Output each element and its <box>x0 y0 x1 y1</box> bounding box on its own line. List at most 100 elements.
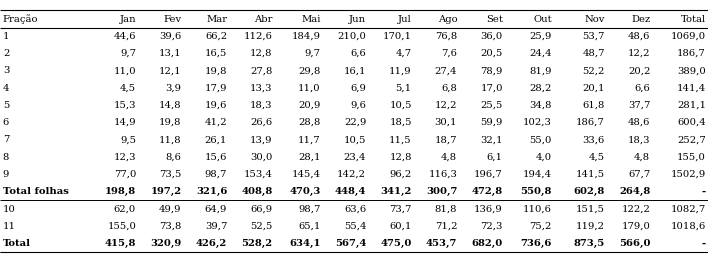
Text: Ago: Ago <box>438 15 457 24</box>
Text: 77,0: 77,0 <box>114 170 136 179</box>
Text: 170,1: 170,1 <box>383 32 412 41</box>
Text: 66,9: 66,9 <box>251 205 273 213</box>
Text: 14,8: 14,8 <box>159 101 182 110</box>
Text: 550,8: 550,8 <box>520 187 552 196</box>
Text: 6: 6 <box>3 118 9 127</box>
Text: 9: 9 <box>3 170 9 179</box>
Text: 389,0: 389,0 <box>677 66 706 75</box>
Text: 116,3: 116,3 <box>428 170 457 179</box>
Text: 448,4: 448,4 <box>335 187 366 196</box>
Text: 27,4: 27,4 <box>435 66 457 75</box>
Text: 98,7: 98,7 <box>205 170 227 179</box>
Text: 9,7: 9,7 <box>120 49 136 58</box>
Text: 3,9: 3,9 <box>166 84 182 93</box>
Text: 3: 3 <box>3 66 9 75</box>
Text: 1: 1 <box>3 32 9 41</box>
Text: -: - <box>702 239 706 248</box>
Text: 60,1: 60,1 <box>389 222 412 231</box>
Text: 65,1: 65,1 <box>298 222 321 231</box>
Text: 12,8: 12,8 <box>389 153 412 162</box>
Text: 415,8: 415,8 <box>105 239 136 248</box>
Text: 472,8: 472,8 <box>472 187 503 196</box>
Text: 18,3: 18,3 <box>628 135 650 145</box>
Text: 28,8: 28,8 <box>298 118 321 127</box>
Text: 8,6: 8,6 <box>166 153 182 162</box>
Text: 112,6: 112,6 <box>244 32 273 41</box>
Text: 81,8: 81,8 <box>435 205 457 213</box>
Text: 11: 11 <box>3 222 16 231</box>
Text: 18,7: 18,7 <box>435 135 457 145</box>
Text: 12,2: 12,2 <box>435 101 457 110</box>
Text: 155,0: 155,0 <box>107 222 136 231</box>
Text: 4,5: 4,5 <box>588 153 605 162</box>
Text: 6,6: 6,6 <box>634 84 650 93</box>
Text: 17,9: 17,9 <box>205 84 227 93</box>
Text: 63,6: 63,6 <box>344 205 366 213</box>
Text: Out: Out <box>533 15 552 24</box>
Text: 9,5: 9,5 <box>120 135 136 145</box>
Text: 72,3: 72,3 <box>480 222 503 231</box>
Text: 4,8: 4,8 <box>634 153 650 162</box>
Text: 682,0: 682,0 <box>472 239 503 248</box>
Text: 48,6: 48,6 <box>628 118 650 127</box>
Text: Fração: Fração <box>3 14 38 24</box>
Text: 48,6: 48,6 <box>628 32 650 41</box>
Text: 14,9: 14,9 <box>113 118 136 127</box>
Text: 567,4: 567,4 <box>335 239 366 248</box>
Text: 20,9: 20,9 <box>298 101 321 110</box>
Text: 11,9: 11,9 <box>389 66 412 75</box>
Text: 12,3: 12,3 <box>113 153 136 162</box>
Text: 4,0: 4,0 <box>535 153 552 162</box>
Text: 24,4: 24,4 <box>529 49 552 58</box>
Text: Dez: Dez <box>631 15 650 24</box>
Text: 15,6: 15,6 <box>205 153 227 162</box>
Text: 52,2: 52,2 <box>583 66 605 75</box>
Text: 5,1: 5,1 <box>396 84 412 93</box>
Text: 18,5: 18,5 <box>389 118 412 127</box>
Text: 81,9: 81,9 <box>529 66 552 75</box>
Text: 1069,0: 1069,0 <box>670 32 706 41</box>
Text: Total folhas: Total folhas <box>3 187 69 196</box>
Text: 119,2: 119,2 <box>576 222 605 231</box>
Text: 453,7: 453,7 <box>426 239 457 248</box>
Text: 1502,9: 1502,9 <box>670 170 706 179</box>
Text: 136,9: 136,9 <box>474 205 503 213</box>
Text: 64,9: 64,9 <box>205 205 227 213</box>
Text: 76,8: 76,8 <box>435 32 457 41</box>
Text: 52,5: 52,5 <box>250 222 273 231</box>
Text: 41,2: 41,2 <box>205 118 227 127</box>
Text: 6,8: 6,8 <box>441 84 457 93</box>
Text: -: - <box>702 187 706 196</box>
Text: 34,8: 34,8 <box>529 101 552 110</box>
Text: 44,6: 44,6 <box>113 32 136 41</box>
Text: 281,1: 281,1 <box>677 101 706 110</box>
Text: 110,6: 110,6 <box>523 205 552 213</box>
Text: Total: Total <box>3 239 31 248</box>
Text: 141,4: 141,4 <box>677 84 706 93</box>
Text: 18,3: 18,3 <box>250 101 273 110</box>
Text: 71,2: 71,2 <box>435 222 457 231</box>
Text: 10: 10 <box>3 205 16 213</box>
Text: Set: Set <box>486 15 503 24</box>
Text: 873,5: 873,5 <box>573 239 605 248</box>
Text: 426,2: 426,2 <box>196 239 227 248</box>
Text: 9,7: 9,7 <box>304 49 321 58</box>
Text: 321,6: 321,6 <box>195 187 227 196</box>
Text: 475,0: 475,0 <box>380 239 412 248</box>
Text: 19,8: 19,8 <box>205 66 227 75</box>
Text: 73,5: 73,5 <box>159 170 182 179</box>
Text: Fev: Fev <box>164 15 182 24</box>
Text: 102,3: 102,3 <box>523 118 552 127</box>
Text: 11,0: 11,0 <box>113 66 136 75</box>
Text: 20,5: 20,5 <box>480 49 503 58</box>
Text: 6,6: 6,6 <box>350 49 366 58</box>
Text: 153,4: 153,4 <box>244 170 273 179</box>
Text: 2: 2 <box>3 49 9 58</box>
Text: 4,7: 4,7 <box>396 49 412 58</box>
Text: 300,7: 300,7 <box>426 187 457 196</box>
Text: 210,0: 210,0 <box>337 32 366 41</box>
Text: 23,4: 23,4 <box>343 153 366 162</box>
Text: 252,7: 252,7 <box>677 135 706 145</box>
Text: Total: Total <box>681 15 706 24</box>
Text: 197,2: 197,2 <box>151 187 182 196</box>
